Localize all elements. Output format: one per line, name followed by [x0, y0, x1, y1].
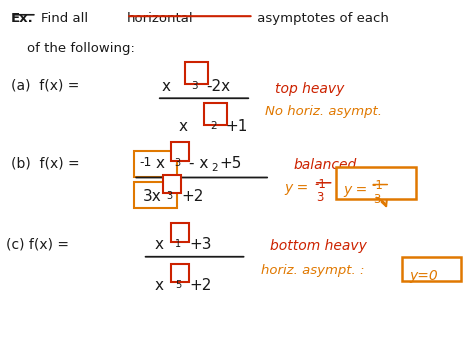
- FancyBboxPatch shape: [204, 103, 227, 125]
- Text: x: x: [178, 119, 187, 135]
- Text: (a)  f(x) =: (a) f(x) =: [11, 79, 79, 93]
- Text: -1: -1: [139, 156, 151, 169]
- Text: 3: 3: [175, 158, 181, 168]
- Text: 3: 3: [167, 191, 173, 201]
- Text: +2: +2: [182, 189, 204, 204]
- Text: x: x: [155, 278, 164, 293]
- Text: 2: 2: [211, 163, 218, 173]
- FancyBboxPatch shape: [163, 175, 181, 193]
- Text: y =: y =: [284, 181, 313, 195]
- FancyBboxPatch shape: [134, 151, 177, 177]
- Text: 3x: 3x: [143, 189, 162, 204]
- Text: y=0: y=0: [409, 269, 438, 283]
- Text: - x: - x: [189, 156, 208, 171]
- Text: 5: 5: [175, 280, 182, 290]
- Text: of the following:: of the following:: [27, 42, 135, 55]
- FancyBboxPatch shape: [171, 223, 190, 242]
- Text: horiz. asympt. :: horiz. asympt. :: [261, 264, 364, 277]
- FancyBboxPatch shape: [185, 62, 208, 84]
- Text: balanced: balanced: [293, 158, 357, 172]
- Text: 3: 3: [316, 191, 324, 204]
- Text: Ex.: Ex.: [11, 12, 34, 25]
- Text: Find all: Find all: [41, 12, 93, 25]
- Text: x: x: [155, 237, 164, 252]
- FancyBboxPatch shape: [171, 142, 189, 161]
- Text: horizontal: horizontal: [126, 12, 193, 25]
- Text: -1: -1: [371, 179, 383, 192]
- Text: +5: +5: [219, 156, 242, 171]
- Text: top heavy: top heavy: [275, 82, 344, 97]
- FancyBboxPatch shape: [336, 167, 416, 199]
- Text: +3: +3: [189, 237, 211, 252]
- Text: bottom heavy: bottom heavy: [270, 239, 367, 253]
- Text: +2: +2: [189, 278, 211, 293]
- Text: (b)  f(x) =: (b) f(x) =: [11, 156, 80, 170]
- Text: (c) f(x) =: (c) f(x) =: [6, 237, 69, 251]
- Text: 1: 1: [175, 239, 182, 249]
- FancyBboxPatch shape: [171, 264, 190, 283]
- Text: y =: y =: [343, 183, 372, 197]
- Text: asymptotes of each: asymptotes of each: [254, 12, 389, 25]
- Text: 2: 2: [210, 121, 217, 131]
- FancyBboxPatch shape: [402, 257, 461, 281]
- Text: 3: 3: [191, 81, 198, 91]
- Text: -2x: -2x: [206, 79, 230, 94]
- Text: +1: +1: [225, 119, 247, 135]
- Text: x: x: [162, 79, 171, 94]
- FancyBboxPatch shape: [134, 182, 177, 208]
- Text: x: x: [156, 156, 165, 171]
- Text: No horiz. asympt.: No horiz. asympt.: [265, 105, 382, 118]
- Text: 3: 3: [374, 193, 381, 206]
- Text: -1: -1: [315, 178, 327, 191]
